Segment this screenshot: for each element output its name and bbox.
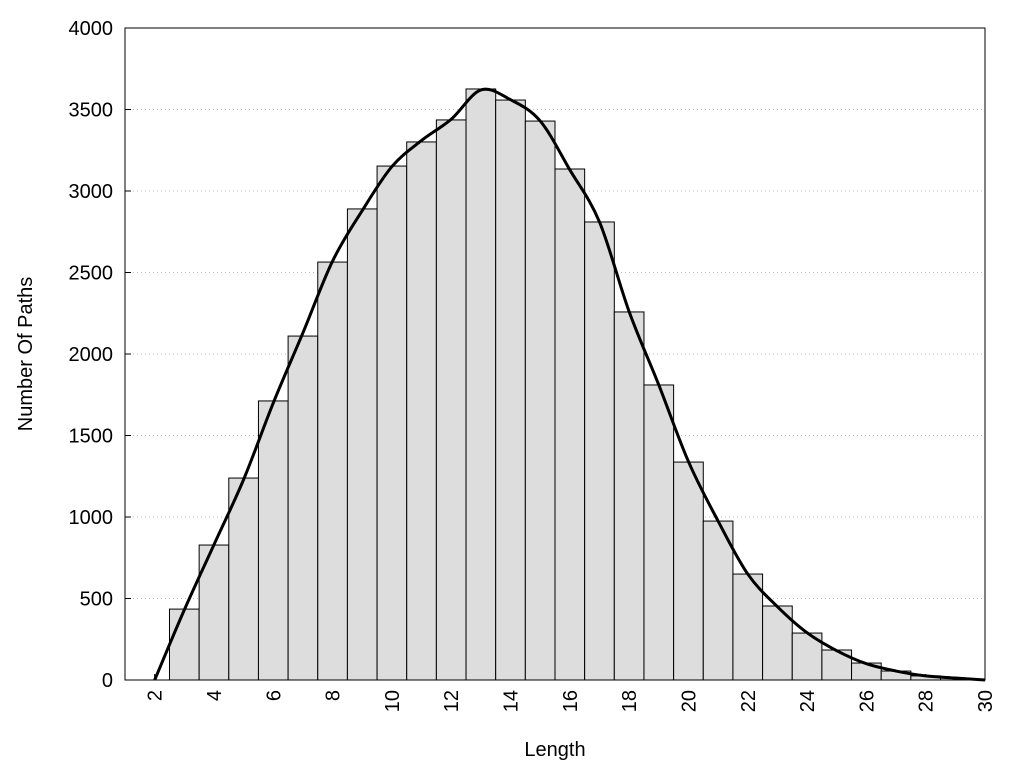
x-tick-label: 26 xyxy=(856,690,878,712)
bar xyxy=(524,120,556,681)
y-tick-label: 3000 xyxy=(69,181,114,203)
bar xyxy=(643,384,675,681)
y-tick-label: 2000 xyxy=(69,344,114,366)
x-axis-title: Length xyxy=(524,739,585,761)
bar xyxy=(287,335,319,681)
bar xyxy=(257,400,289,681)
y-axis-title: Number Of Paths xyxy=(15,277,37,432)
bar xyxy=(584,221,615,681)
bar xyxy=(168,608,200,681)
bar xyxy=(702,520,734,681)
y-tick-label: 500 xyxy=(80,589,113,611)
x-tick-label: 10 xyxy=(382,690,404,712)
x-tick-label: 4 xyxy=(204,690,226,701)
y-tick-label: 0 xyxy=(102,670,113,692)
x-tick-label: 28 xyxy=(916,690,938,712)
bar xyxy=(406,141,437,681)
bar xyxy=(673,461,704,681)
bar xyxy=(317,261,348,681)
x-tick-label: 20 xyxy=(678,690,700,712)
y-tick-label: 2500 xyxy=(69,263,114,285)
bar xyxy=(376,165,408,681)
y-tick-label: 1500 xyxy=(69,426,114,448)
x-tick-label: 14 xyxy=(501,690,523,712)
x-tick-label: 2 xyxy=(145,690,167,701)
bar xyxy=(732,573,764,681)
y-tick-label: 3500 xyxy=(69,100,114,122)
bar xyxy=(228,477,259,681)
y-tick-label: 1000 xyxy=(69,507,114,529)
bar xyxy=(435,119,467,681)
x-tick-label: 30 xyxy=(975,690,997,712)
x-tick-label: 8 xyxy=(323,690,345,701)
x-tick-label: 24 xyxy=(797,690,819,712)
bar xyxy=(613,311,645,681)
x-tick-label: 18 xyxy=(619,690,641,712)
plot-frame xyxy=(124,27,986,681)
bar xyxy=(554,168,586,681)
y-tick-label: 4000 xyxy=(69,18,114,40)
x-tick-label: 6 xyxy=(263,690,285,701)
bar xyxy=(465,88,497,681)
bar xyxy=(346,208,378,681)
x-tick-label: 22 xyxy=(738,690,760,712)
x-tick-label: 16 xyxy=(560,690,582,712)
trend-line xyxy=(153,87,986,682)
x-tick-label: 12 xyxy=(441,690,463,712)
bar xyxy=(495,99,526,681)
